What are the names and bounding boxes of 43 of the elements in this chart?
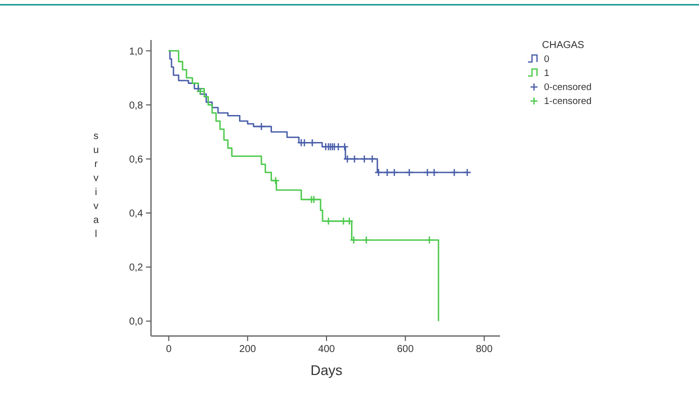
point — [368, 154, 376, 164]
point — [450, 168, 458, 177]
point — [271, 176, 280, 185]
point — [405, 168, 414, 177]
x-tick-label: 400 — [318, 344, 336, 355]
legend-label: 1 — [544, 68, 550, 79]
point — [194, 84, 202, 93]
point — [345, 216, 354, 226]
point — [350, 236, 358, 244]
point — [362, 236, 370, 244]
point — [374, 168, 383, 177]
point — [308, 138, 316, 147]
point — [257, 122, 266, 131]
point — [383, 168, 392, 177]
legend-label: 1-censored — [544, 96, 592, 107]
point — [324, 216, 333, 226]
point — [390, 168, 398, 177]
y-tick-label: 1,0 — [129, 46, 144, 58]
point — [350, 154, 359, 164]
y-axis-title: survival — [93, 131, 100, 240]
point — [310, 195, 318, 204]
x-tick-label: 200 — [239, 344, 256, 355]
point — [463, 168, 472, 177]
y-tick-label: 0,4 — [129, 208, 144, 220]
point — [360, 154, 368, 164]
y-tick-label: 0,2 — [129, 262, 144, 274]
point — [343, 154, 352, 164]
point — [425, 236, 434, 244]
y-tick-label: 0,8 — [129, 100, 144, 112]
point — [339, 216, 348, 226]
x-tick-label: 800 — [476, 344, 494, 355]
point — [423, 168, 432, 177]
x-axis-title: Days — [310, 362, 342, 378]
y-tick-label: 0,0 — [129, 316, 144, 328]
x-tick-label: 600 — [397, 344, 414, 355]
legend-title: CHAGAS — [542, 40, 585, 51]
point — [430, 168, 438, 177]
y-tick-label: 0,6 — [129, 154, 144, 166]
legend-label: 0-censored — [544, 82, 592, 93]
legend-label: 0 — [544, 54, 550, 65]
point — [196, 87, 204, 96]
x-tick-label: 0 — [166, 344, 172, 355]
point — [340, 142, 349, 151]
